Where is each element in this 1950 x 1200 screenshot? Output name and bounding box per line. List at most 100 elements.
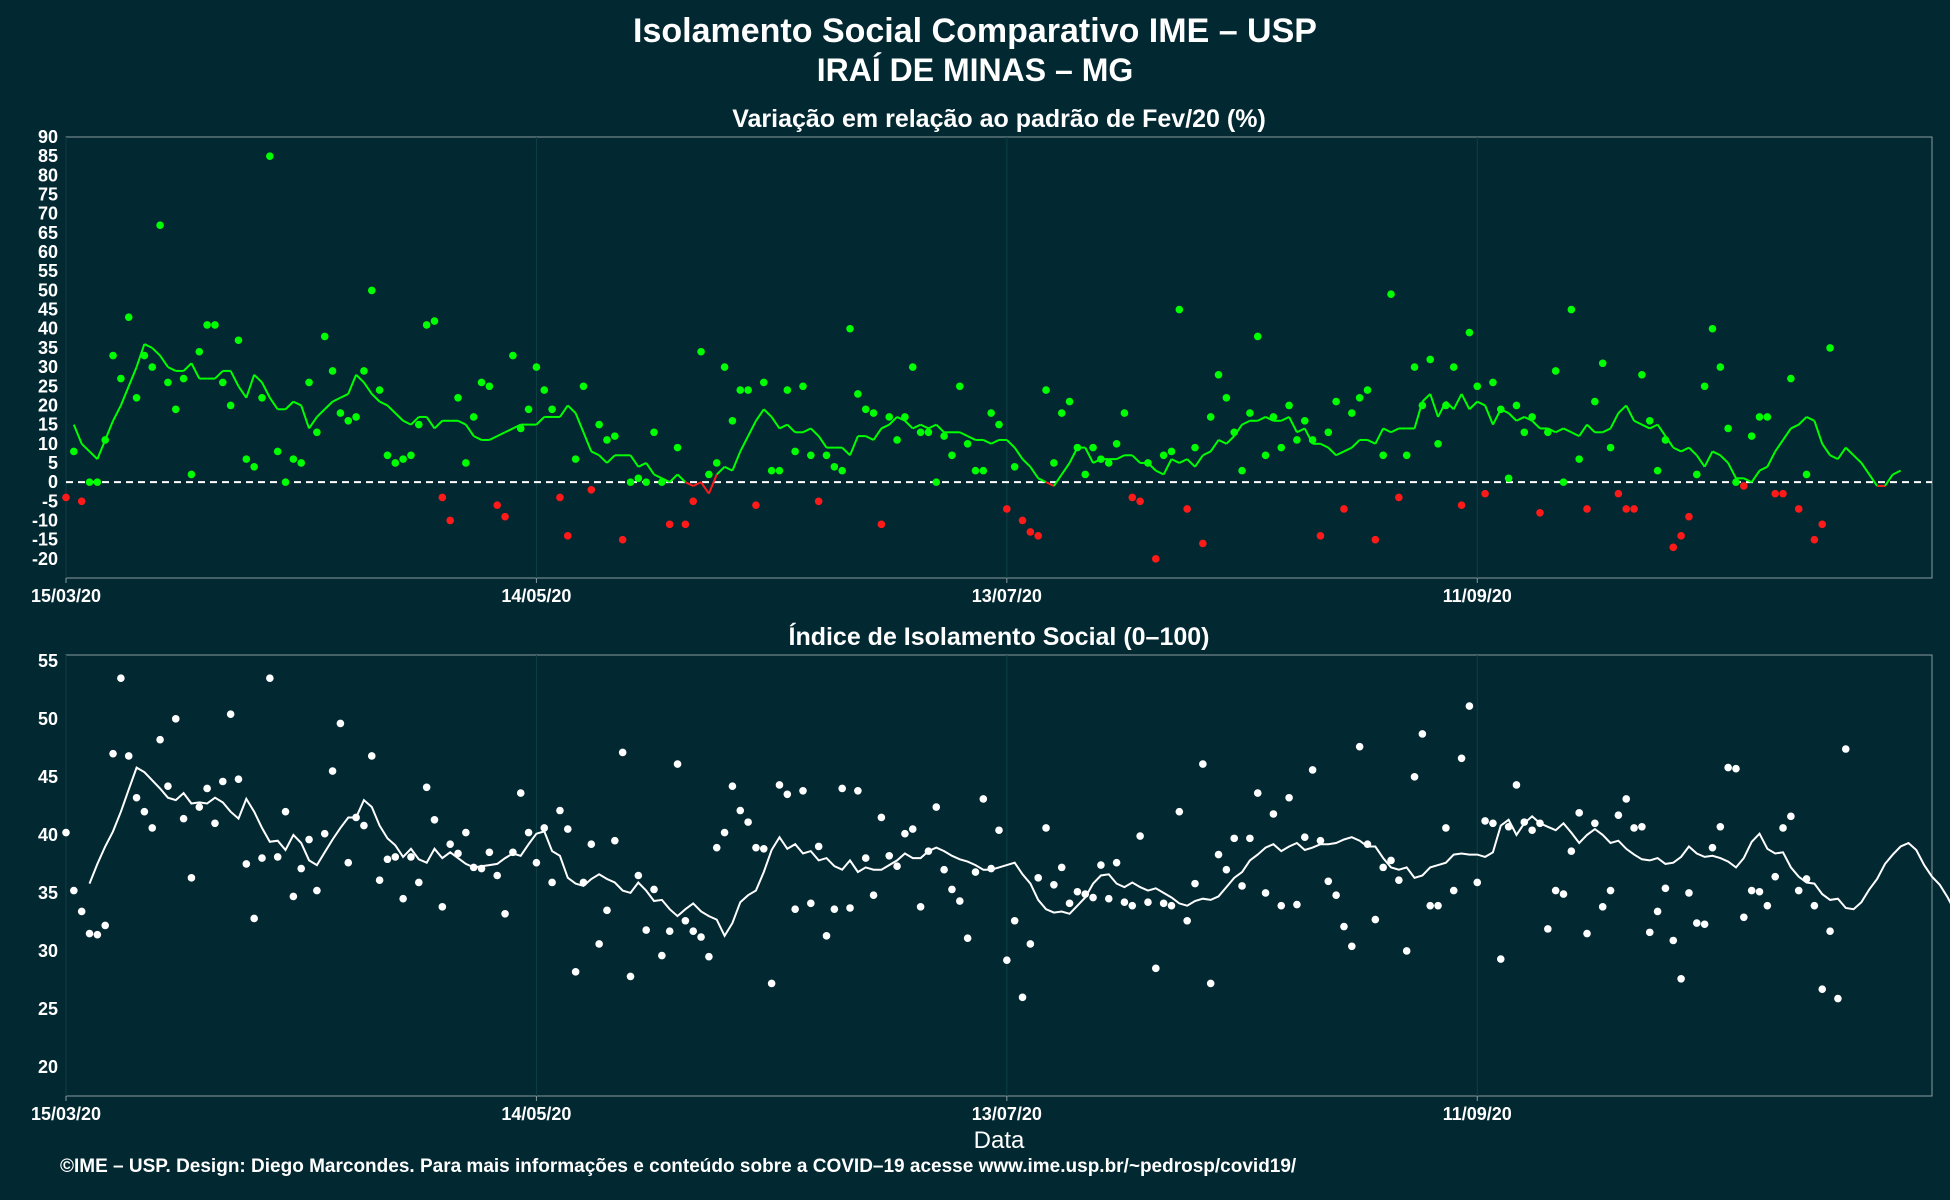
data-point: [752, 843, 760, 852]
moving-average-segment: [1766, 450, 1777, 468]
data-point: [1057, 409, 1066, 417]
data-point: [712, 459, 721, 467]
data-point: [1449, 363, 1458, 371]
moving-average-segment: [731, 451, 742, 472]
data-point: [791, 447, 799, 456]
data-point: [1097, 455, 1105, 463]
moving-average-segment: [1633, 419, 1643, 426]
data-point: [1457, 754, 1466, 763]
main-subtitle: IRAÍ DE MINAS – MG: [816, 52, 1134, 88]
data-point: [901, 413, 909, 421]
data-point: [822, 451, 831, 460]
data-point: [85, 478, 94, 486]
data-point: [1206, 979, 1215, 988]
y-tick-label: 45: [38, 767, 58, 787]
moving-average-segment: [927, 423, 937, 430]
data-point: [1308, 436, 1317, 444]
moving-average-segment: [692, 481, 702, 487]
data-point: [1324, 877, 1333, 886]
y-tick-label: 35: [38, 883, 58, 903]
data-point: [1771, 489, 1779, 498]
data-point: [101, 436, 110, 444]
data-point: [367, 752, 376, 760]
data-point: [1144, 459, 1152, 467]
data-point: [124, 752, 133, 760]
moving-average-segment: [1759, 465, 1768, 472]
data-point: [830, 462, 839, 471]
data-point: [407, 853, 415, 861]
moving-average-segment: [269, 397, 279, 410]
data-point: [587, 486, 596, 494]
data-point: [1324, 428, 1333, 437]
data-point: [1010, 462, 1019, 471]
data-point: [171, 715, 180, 723]
data-point: [854, 786, 862, 795]
data-point: [1120, 409, 1129, 417]
data-point: [1026, 528, 1035, 536]
data-point: [179, 374, 188, 383]
data-point: [1434, 439, 1442, 448]
data-point: [1316, 836, 1325, 845]
data-point: [1269, 413, 1278, 421]
data-point: [399, 455, 407, 463]
data-point: [305, 378, 313, 387]
moving-average-segment: [425, 416, 436, 430]
data-point: [62, 493, 70, 502]
data-point: [634, 871, 643, 880]
moving-average-segment: [355, 374, 365, 384]
moving-average-segment: [1884, 473, 1894, 487]
data-point: [814, 497, 823, 506]
data-point: [1473, 382, 1482, 391]
data-point: [313, 886, 321, 895]
data-point: [1567, 305, 1576, 314]
data-point: [1700, 920, 1709, 929]
data-point: [1826, 927, 1834, 936]
data-point: [736, 386, 745, 394]
data-point: [273, 853, 282, 861]
data-point: [595, 420, 603, 429]
moving-average-segment: [1288, 416, 1298, 433]
data-point: [548, 405, 556, 414]
data-point: [1293, 900, 1301, 909]
moving-average-segment: [143, 343, 153, 349]
data-point: [1583, 505, 1591, 513]
data-point: [1355, 742, 1364, 751]
data-point: [383, 451, 392, 460]
moving-average-segment: [1452, 393, 1463, 410]
moving-average-segment: [190, 362, 201, 380]
moving-average-segment: [959, 431, 969, 438]
y-tick-label: 55: [38, 651, 58, 671]
y-tick-label: -5: [42, 491, 58, 511]
moving-average-segment: [1202, 450, 1212, 457]
data-point: [1841, 745, 1850, 753]
data-point: [681, 520, 690, 529]
data-point: [548, 878, 556, 887]
y-tick-label: 85: [38, 146, 58, 166]
y-tick-label: 30: [38, 357, 58, 377]
data-point: [908, 363, 917, 371]
data-point: [814, 842, 823, 851]
moving-average-segment: [1367, 439, 1376, 445]
data-point: [1614, 489, 1623, 498]
data-point: [579, 382, 588, 391]
data-point: [1246, 409, 1254, 417]
data-point: [1379, 863, 1387, 872]
moving-average-segment: [865, 435, 874, 441]
data-point: [830, 905, 839, 913]
data-point: [328, 367, 337, 375]
data-point: [1732, 764, 1740, 773]
data-point: [744, 818, 752, 826]
moving-average-segment: [770, 416, 781, 430]
moving-average-segment: [182, 362, 193, 372]
data-point: [1026, 940, 1035, 948]
y-tick-label: 5: [48, 453, 58, 473]
data-point: [1167, 447, 1176, 456]
moving-average-segment: [1617, 404, 1627, 414]
data-point: [987, 409, 995, 417]
x-tick-label: 15/03/20: [31, 1104, 101, 1124]
data-point: [979, 466, 988, 475]
data-point: [273, 447, 282, 456]
moving-average-segment: [465, 424, 475, 437]
moving-average-segment: [935, 423, 945, 433]
moving-average-segment: [802, 427, 812, 434]
